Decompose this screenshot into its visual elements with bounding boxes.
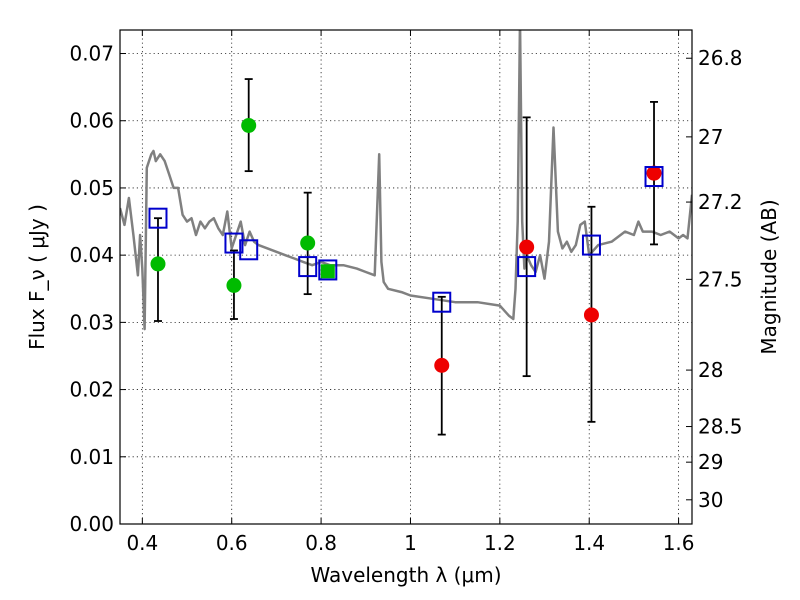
y-tick-label: 0.03 [69, 310, 114, 334]
template-spectrum-layer [120, 30, 692, 331]
right-axis-label: Magnitude (AB) [757, 199, 781, 354]
plot-frame [119, 29, 693, 525]
model-square [644, 166, 664, 188]
right-tick-label: 27.5 [698, 267, 743, 291]
model-square [239, 239, 259, 261]
x-tick-label: 1 [404, 531, 417, 555]
y-tick-label: 0.07 [69, 42, 114, 66]
y-axis-label: Flux F_ν ( μJy ) [25, 204, 49, 350]
y-axis-ticks: 0.00 0.01 0.02 0.03 0.04 0.05 0.06 0.07 [69, 42, 126, 536]
y-tick-label: 0.02 [69, 378, 114, 402]
y-tick-label: 0.04 [69, 243, 114, 267]
x-axis-label: Wavelength λ (μm) [310, 563, 501, 587]
right-tick-label: 27 [698, 125, 723, 149]
green-point [241, 117, 257, 133]
model-square [148, 207, 168, 229]
model-square [432, 291, 452, 313]
x-tick-label: 0.6 [216, 531, 248, 555]
red-point [434, 357, 450, 373]
x-tick-label: 1.4 [573, 531, 605, 555]
y-tick-label: 0.00 [69, 512, 114, 536]
green-point [300, 235, 316, 251]
right-tick-label: 28 [698, 358, 723, 382]
right-tick-label: 30 [698, 488, 723, 512]
right-axis-ticks: 26.8 27 27.2 27.5 28 28.5 29 30 [686, 46, 743, 512]
right-tick-label: 26.8 [698, 46, 743, 70]
x-tick-label: 0.4 [126, 531, 158, 555]
model-square [517, 256, 537, 278]
x-tick-label: 0.8 [305, 531, 337, 555]
x-tick-label: 1.2 [484, 531, 516, 555]
plot-background [120, 30, 692, 524]
y-tick-label: 0.05 [69, 176, 114, 200]
model-square [224, 232, 244, 254]
red-point [646, 165, 662, 181]
red-point [583, 307, 599, 323]
y-tick-label: 0.01 [69, 445, 114, 469]
green-square-marker [320, 264, 335, 279]
x-axis-ticks: 0.4 0.6 0.8 1 1.2 1.4 1.6 [126, 30, 695, 555]
right-tick-label: 28.5 [698, 415, 743, 439]
y-tick-label: 0.06 [69, 109, 114, 133]
green-point [150, 256, 166, 272]
right-tick-label: 27.2 [698, 190, 743, 214]
model-square [298, 256, 318, 278]
x-tick-label: 1.6 [663, 531, 695, 555]
model-square [318, 259, 338, 281]
green-point [226, 277, 242, 293]
red-point [519, 239, 535, 255]
template-spectrum-line [120, 30, 692, 331]
data-markers [148, 117, 664, 373]
model-square [581, 234, 601, 256]
right-tick-label: 29 [698, 450, 723, 474]
